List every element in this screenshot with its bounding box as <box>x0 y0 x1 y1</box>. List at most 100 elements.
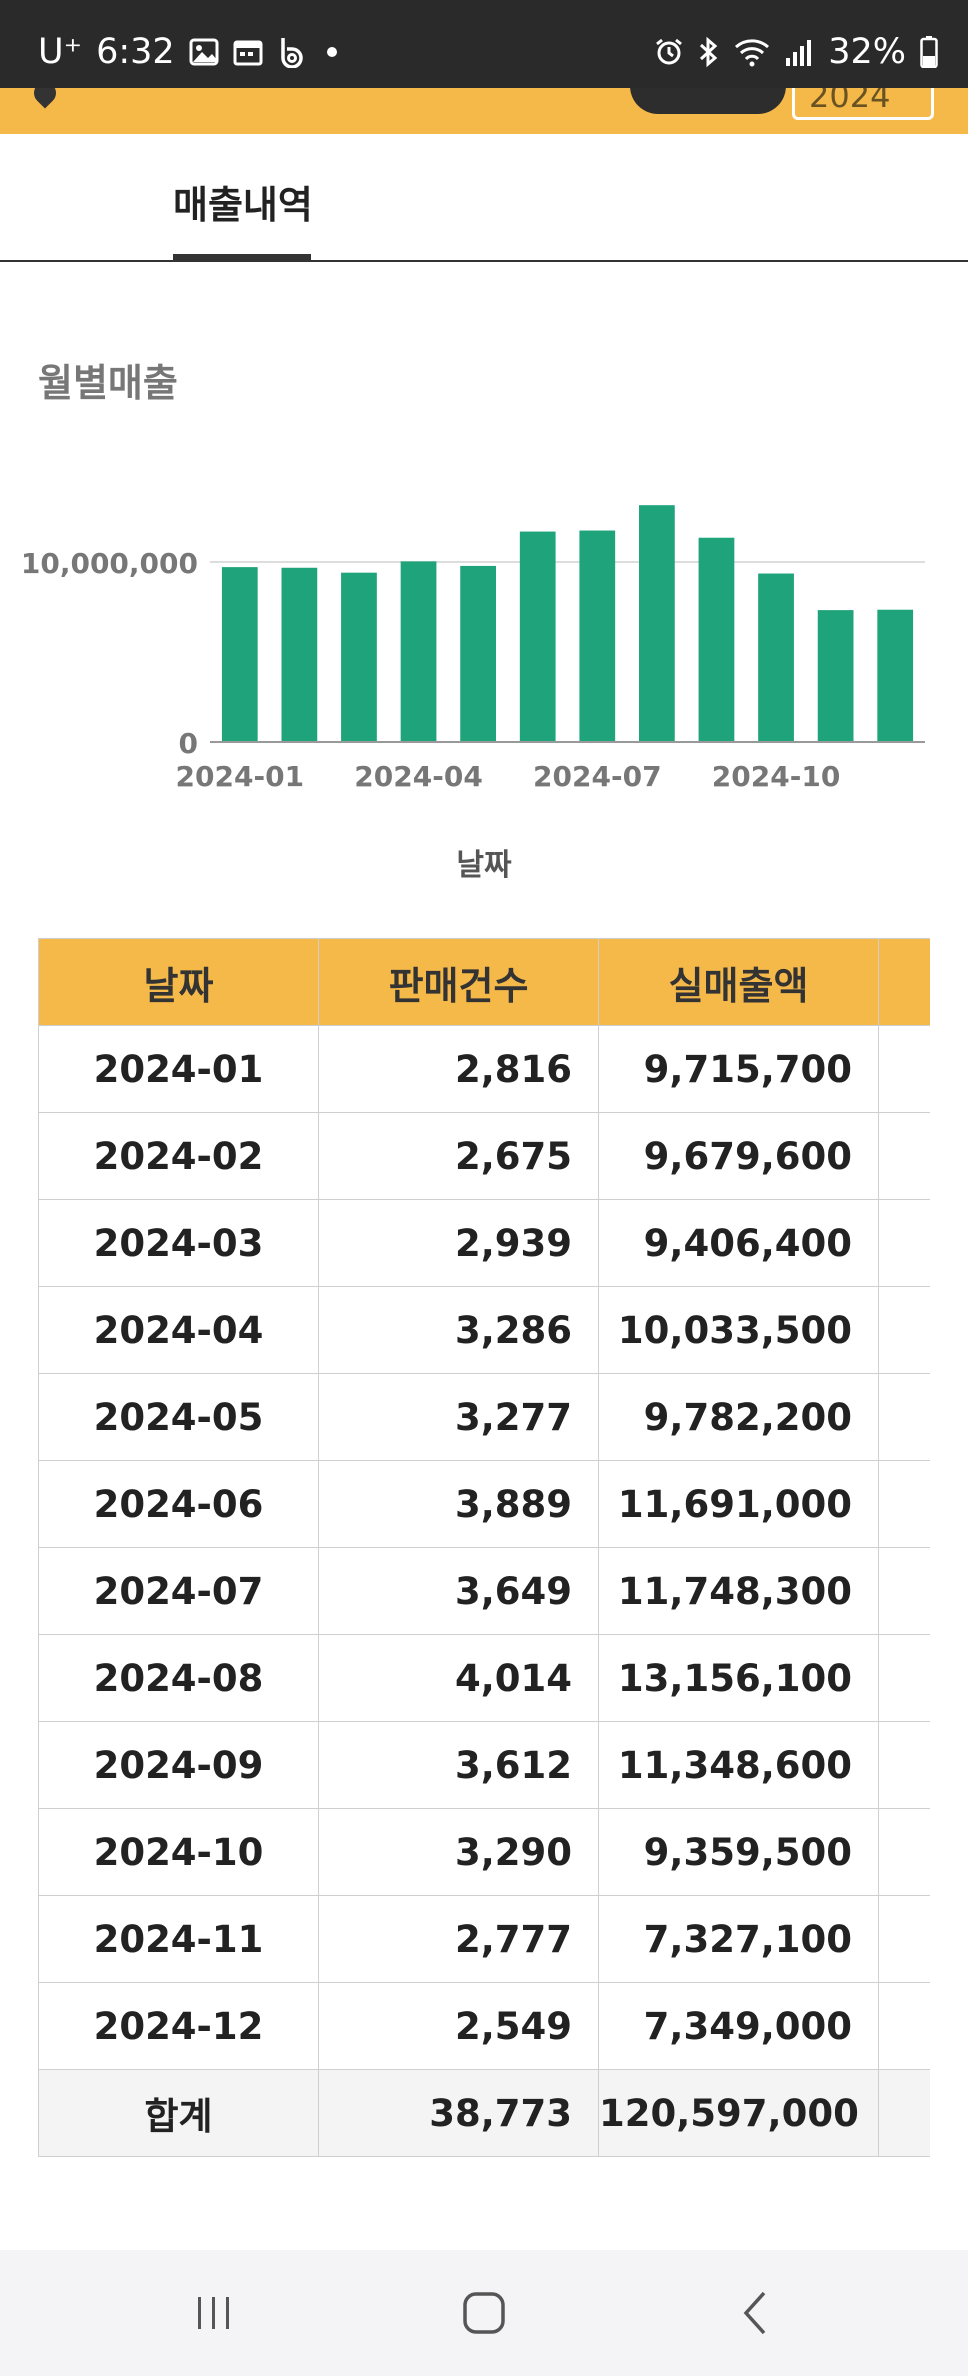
cell-extra <box>878 1808 930 1896</box>
header-extra <box>878 938 930 1026</box>
cell-extra <box>878 1286 930 1374</box>
bluetooth-icon <box>698 36 720 68</box>
header-action-button[interactable] <box>630 88 786 114</box>
cell-count: 4,014 <box>318 1634 599 1722</box>
sales-table-grid: 날짜 판매건수 실매출액 2024-01 2,816 9,715,700 2024-… <box>38 938 930 2157</box>
cell-sales: 7,349,000 <box>598 1982 879 2070</box>
cell-sales: 13,156,100 <box>598 1634 879 1722</box>
x-tick-label: 2024-04 <box>354 760 483 793</box>
cell-extra <box>878 1025 930 1113</box>
cell-sales: 11,348,600 <box>598 1721 879 1809</box>
table-row: 2024-09 3,612 11,348,600 <box>38 1721 930 1809</box>
cell-sales: 11,691,000 <box>598 1460 879 1548</box>
bar-2024-11 <box>817 610 854 742</box>
cell-date: 2024-10 <box>38 1808 319 1896</box>
clock: 6:32 <box>96 32 175 72</box>
home-button[interactable] <box>454 2288 514 2338</box>
total-sales: 120,597,000 <box>598 2069 879 2157</box>
cell-sales: 9,679,600 <box>598 1112 879 1200</box>
cell-date: 2024-08 <box>38 1634 319 1722</box>
tab-bar: 매출내역 <box>0 134 968 262</box>
y-tick-label: 10,000,000 <box>21 547 198 580</box>
total-count: 38,773 <box>318 2069 599 2157</box>
cell-sales: 10,033,500 <box>598 1286 879 1374</box>
bar-2024-04 <box>400 561 437 742</box>
cell-sales: 7,327,100 <box>598 1895 879 1983</box>
carrier-label: U⁺ <box>38 32 83 72</box>
recent-apps-button[interactable] <box>184 2288 244 2338</box>
cell-count: 2,939 <box>318 1199 599 1287</box>
cell-date: 2024-09 <box>38 1721 319 1809</box>
x-tick-label: 2024-07 <box>533 760 662 793</box>
cell-sales: 9,406,400 <box>598 1199 879 1287</box>
cell-extra <box>878 1460 930 1548</box>
cell-extra <box>878 1547 930 1635</box>
cell-extra <box>878 1199 930 1287</box>
cell-date: 2024-12 <box>38 1982 319 2070</box>
cell-date: 2024-02 <box>38 1112 319 1200</box>
bar-2024-01 <box>221 567 258 742</box>
bar-2024-06 <box>519 531 556 742</box>
table-row: 2024-08 4,014 13,156,100 <box>38 1634 930 1722</box>
cell-extra <box>878 1982 930 2070</box>
cell-extra <box>878 1634 930 1722</box>
cell-sales: 9,359,500 <box>598 1808 879 1896</box>
total-label: 합계 <box>38 2069 319 2157</box>
back-button[interactable] <box>726 2288 786 2338</box>
chart-svg: 0 10,000,000 2024-01 2024-04 2024-07 2024-10 <box>21 505 925 793</box>
cell-date: 2024-06 <box>38 1460 319 1548</box>
notification-dot-icon <box>326 47 337 57</box>
cell-sales: 9,715,700 <box>598 1025 879 1113</box>
sales-table: 날짜 판매건수 실매출액 2024-01 2,816 9,715,700 2024-… <box>38 938 930 2158</box>
cell-count: 3,889 <box>318 1460 599 1548</box>
bar-2024-05 <box>460 565 496 742</box>
cell-count: 3,277 <box>318 1373 599 1461</box>
gallery-icon <box>189 38 219 66</box>
recent-apps-icon <box>198 2297 229 2329</box>
header-count[interactable]: 판매건수 <box>318 938 599 1026</box>
location-pin-icon <box>29 88 61 109</box>
cell-date: 2024-11 <box>38 1895 319 1983</box>
x-tick-label: 2024-10 <box>712 760 841 793</box>
total-extra <box>878 2069 930 2157</box>
cell-date: 2024-03 <box>38 1199 319 1287</box>
table-body: 2024-01 2,816 9,715,700 2024-02 2,675 9,679,… <box>38 1025 930 2157</box>
alarm-icon <box>654 37 684 67</box>
b-app-icon <box>277 36 307 68</box>
table-row: 2024-01 2,816 9,715,700 <box>38 1025 930 1113</box>
table-row: 2024-05 3,277 9,782,200 <box>38 1373 930 1461</box>
cell-extra <box>878 1895 930 1983</box>
bar-2024-09 <box>698 537 735 742</box>
cell-extra <box>878 1721 930 1809</box>
cell-count: 3,612 <box>318 1721 599 1809</box>
cell-count: 2,549 <box>318 1982 599 2070</box>
signal-icon <box>784 38 814 66</box>
tab-sales-history[interactable]: 매출내역 <box>173 183 313 227</box>
header-date[interactable]: 날짜 <box>38 938 319 1026</box>
bar-2024-02 <box>281 567 318 742</box>
cell-sales: 9,782,200 <box>598 1373 879 1461</box>
table-row: 2024-04 3,286 10,033,500 <box>38 1286 930 1374</box>
table-row: 2024-07 3,649 11,748,300 <box>38 1547 930 1635</box>
store-title <box>29 88 70 112</box>
battery-icon <box>920 36 938 68</box>
table-total-row: 합계 38,773 120,597,000 <box>38 2069 930 2157</box>
chart-xlabel: 날짜 <box>456 848 512 883</box>
cell-extra <box>878 1112 930 1200</box>
table-row: 2024-10 3,290 9,359,500 <box>38 1808 930 1896</box>
cell-date: 2024-01 <box>38 1025 319 1113</box>
cell-date: 2024-04 <box>38 1286 319 1374</box>
cell-count: 2,777 <box>318 1895 599 1983</box>
cell-date: 2024-05 <box>38 1373 319 1461</box>
tab-active-indicator <box>173 254 311 260</box>
y-tick-label: 0 <box>179 727 198 760</box>
year-select[interactable]: 2024 <box>792 88 934 120</box>
header-sales[interactable]: 실매출액 <box>598 938 879 1026</box>
table-row: 2024-12 2,549 7,349,000 <box>38 1982 930 2070</box>
back-icon <box>743 2291 766 2335</box>
bar-2024-07 <box>579 530 616 742</box>
bar-2024-12 <box>877 609 914 742</box>
bar-2024-03 <box>341 572 377 742</box>
monthly-sales-chart: 0 10,000,000 2024-01 2024-04 2024-07 2024-10 <box>0 470 968 890</box>
table-header-row: 날짜 판매건수 실매출액 <box>38 938 930 1026</box>
